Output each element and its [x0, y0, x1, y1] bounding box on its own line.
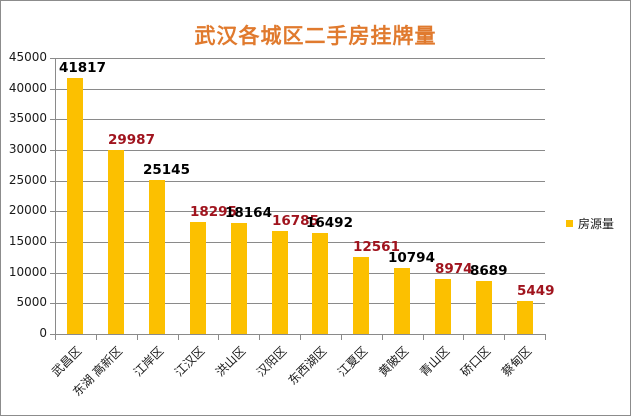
gridline: [55, 119, 545, 120]
y-axis: [55, 58, 56, 334]
y-tick: [50, 273, 55, 274]
data-label: 5449: [517, 283, 555, 299]
bar: [312, 233, 328, 334]
x-tick: [300, 334, 301, 340]
y-tick-label: 45000: [8, 50, 47, 64]
x-tick: [55, 334, 56, 340]
x-tick: [382, 334, 383, 340]
legend: 房源量: [566, 215, 614, 232]
bar: [394, 268, 410, 334]
bar: [272, 231, 288, 334]
x-tick: [504, 334, 505, 340]
y-tick: [50, 211, 55, 212]
data-label: 10794: [388, 250, 435, 266]
gridline: [55, 89, 545, 90]
y-tick-label: 0: [39, 326, 47, 340]
data-label: 18164: [225, 205, 272, 221]
data-label: 8689: [470, 263, 508, 279]
bar: [149, 180, 165, 334]
bar: [517, 301, 533, 334]
x-tick: [341, 334, 342, 340]
y-tick-label: 5000: [16, 295, 47, 309]
bar: [67, 78, 83, 334]
gridline: [55, 181, 545, 182]
bar: [190, 222, 206, 334]
data-label: 29987: [108, 132, 155, 148]
data-label: 41817: [59, 60, 106, 76]
bar: [476, 281, 492, 334]
legend-swatch: [566, 220, 573, 227]
data-label: 12561: [353, 239, 400, 255]
gridline: [55, 242, 545, 243]
y-tick: [50, 334, 55, 335]
data-label: 16785: [272, 213, 319, 229]
x-tick: [463, 334, 464, 340]
gridline: [55, 303, 545, 304]
y-tick: [50, 89, 55, 90]
chart-title: 武汉各城区二手房挂牌量: [194, 24, 437, 48]
bar: [108, 150, 124, 334]
y-tick: [50, 58, 55, 59]
bar: [435, 279, 451, 334]
y-tick-label: 20000: [8, 203, 47, 217]
y-tick-label: 25000: [8, 173, 47, 187]
y-tick-label: 35000: [8, 111, 47, 125]
gridline: [55, 211, 545, 212]
data-label: 25145: [143, 162, 190, 178]
y-tick: [50, 242, 55, 243]
gridline: [55, 150, 545, 151]
y-tick-label: 10000: [8, 265, 47, 279]
gridline: [55, 58, 545, 59]
x-tick: [218, 334, 219, 340]
data-label: 16492: [306, 215, 353, 231]
x-tick: [96, 334, 97, 340]
bar: [353, 257, 369, 334]
y-tick: [50, 181, 55, 182]
x-tick: [423, 334, 424, 340]
y-tick-label: 40000: [8, 81, 47, 95]
data-label: 18295: [190, 204, 237, 220]
y-tick: [50, 119, 55, 120]
legend-label: 房源量: [578, 217, 615, 231]
y-tick: [50, 150, 55, 151]
gridline: [55, 273, 545, 274]
bar: [231, 223, 247, 334]
x-tick: [178, 334, 179, 340]
x-tick: [137, 334, 138, 340]
y-tick: [50, 303, 55, 304]
plot-area: [55, 58, 545, 334]
y-tick-label: 30000: [8, 142, 47, 156]
x-tick: [259, 334, 260, 340]
x-tick: [545, 334, 546, 340]
data-label: 8974: [435, 261, 473, 277]
y-tick-label: 15000: [8, 234, 47, 248]
